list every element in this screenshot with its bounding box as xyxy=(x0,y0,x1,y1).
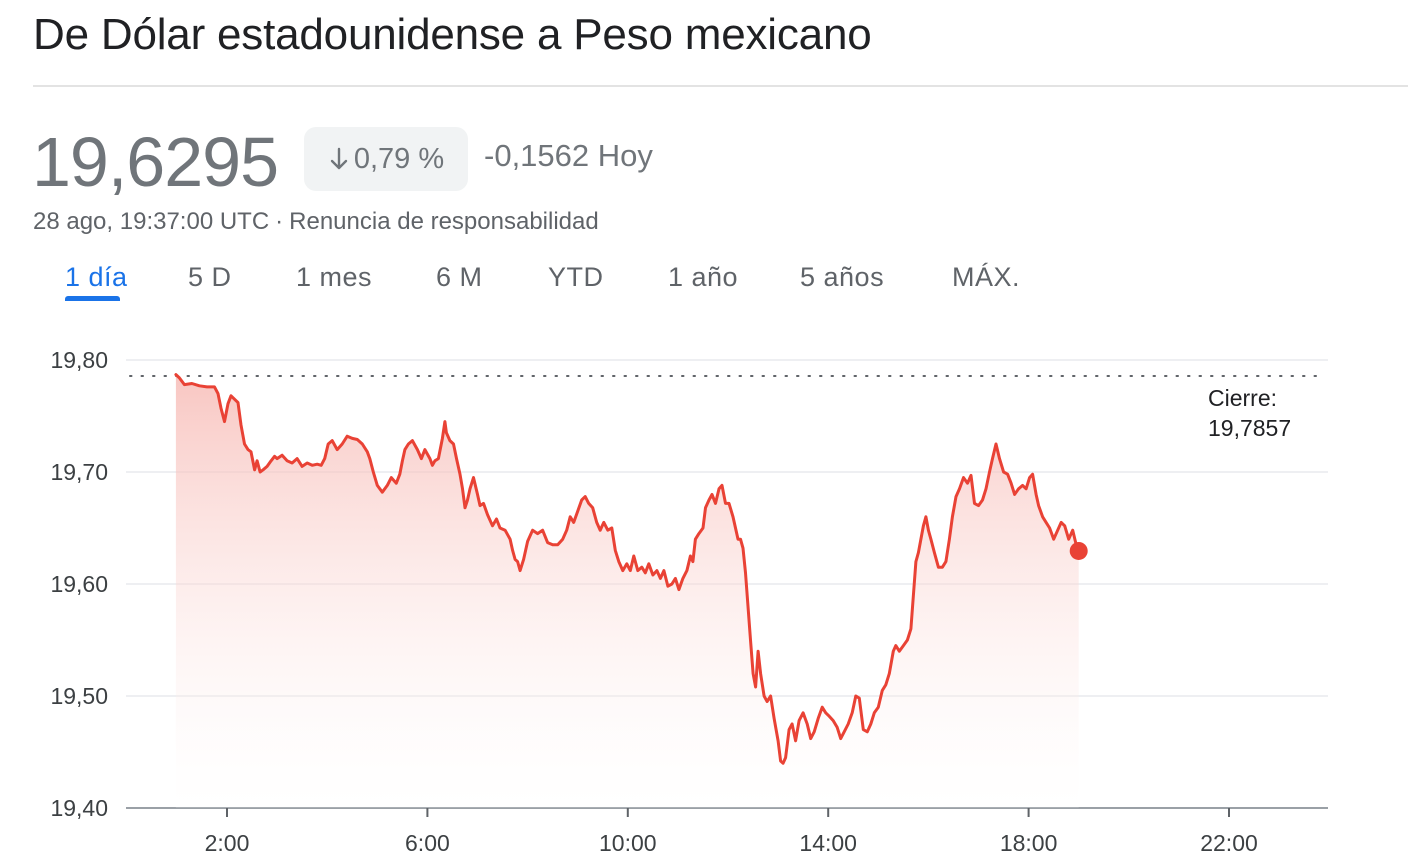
x-tick-label: 22:00 xyxy=(1200,830,1258,856)
active-tab-indicator xyxy=(65,296,120,301)
y-tick-label: 19,60 xyxy=(50,571,108,597)
x-axis: 2:00 6:00 10:00 14:00 18:00 22:00 xyxy=(126,807,1328,856)
x-tick-label: 6:00 xyxy=(405,830,450,856)
y-axis: 19,80 19,70 19,60 19,50 19,40 xyxy=(50,347,108,821)
change-percent: 0,79 % xyxy=(353,142,445,175)
range-tabs: 1 día 5 D 1 mes 6 M YTD 1 año 5 años MÁX… xyxy=(0,258,1408,308)
tab-1-ano[interactable]: 1 año xyxy=(668,262,739,292)
tab-5-anos[interactable]: 5 años xyxy=(800,262,885,292)
timestamp: 28 ago, 19:37:00 UTC xyxy=(33,208,270,235)
previous-close-value: 19,7857 xyxy=(1208,415,1291,441)
change-absolute: -0,1562 Hoy xyxy=(484,138,653,173)
title-divider xyxy=(33,85,1408,87)
meta-separator: · xyxy=(275,208,284,235)
tab-5-d[interactable]: 5 D xyxy=(188,262,232,292)
y-tick-label: 19,40 xyxy=(50,795,108,821)
tab-1-dia[interactable]: 1 día xyxy=(65,262,128,292)
y-tick-label: 19,70 xyxy=(50,459,108,485)
x-tick-label: 10:00 xyxy=(599,830,657,856)
y-tick-label: 19,50 xyxy=(50,683,108,709)
last-price-point[interactable] xyxy=(1069,541,1088,560)
x-tick-label: 2:00 xyxy=(205,830,250,856)
disclaimer-link[interactable]: Renuncia de responsabilidad xyxy=(289,208,599,235)
current-price: 19,6295 xyxy=(32,123,279,201)
price-chart[interactable]: 19,80 19,70 19,60 19,50 19,40 2:00 6:00 10:00 1… xyxy=(0,330,1408,868)
tab-max[interactable]: MÁX. xyxy=(952,262,1021,292)
page-title: De Dólar estadounidense a Peso mexicano xyxy=(33,10,872,59)
series-area xyxy=(175,374,1079,808)
x-tick-label: 18:00 xyxy=(1000,830,1058,856)
arrow-down-icon xyxy=(330,147,348,170)
tab-6-m[interactable]: 6 M xyxy=(436,262,483,292)
previous-close-title: Cierre: xyxy=(1208,385,1277,411)
quote-meta: 28 ago, 19:37:00 UTC · Renuncia de respons… xyxy=(33,208,599,236)
tab-ytd[interactable]: YTD xyxy=(548,262,604,292)
change-percent-badge: 0,79 % xyxy=(304,127,468,191)
tab-1-mes[interactable]: 1 mes xyxy=(296,262,373,292)
y-tick-label: 19,80 xyxy=(50,347,108,373)
series-line xyxy=(174,373,1081,765)
x-tick-label: 14:00 xyxy=(799,830,857,856)
